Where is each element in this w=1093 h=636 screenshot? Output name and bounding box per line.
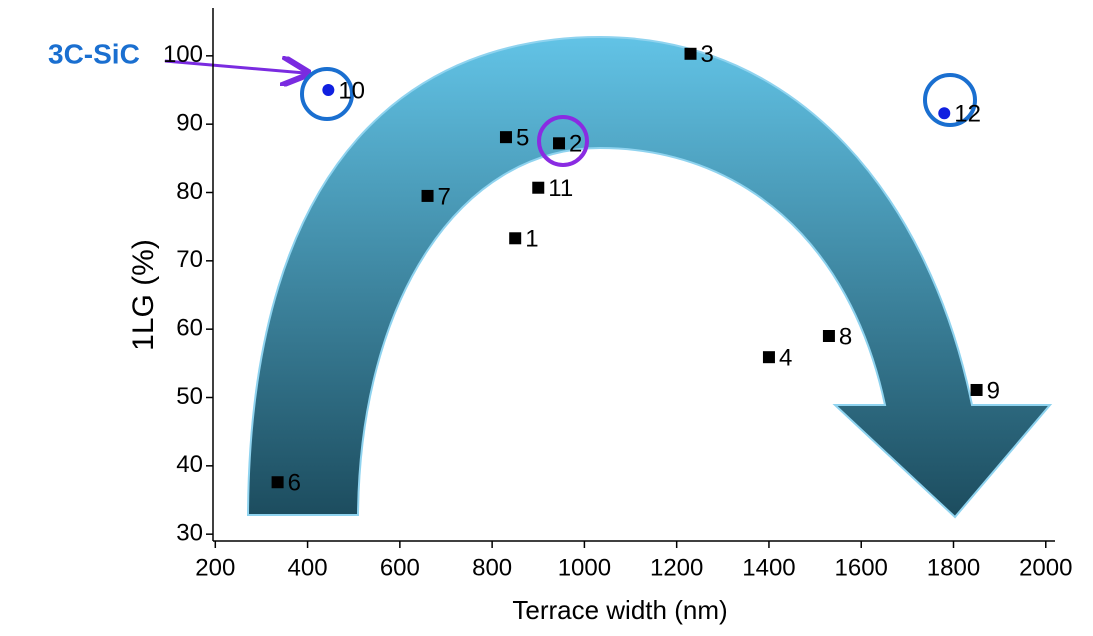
y-tick-label: 70 bbox=[176, 246, 203, 273]
y-tick-label: 90 bbox=[176, 110, 203, 137]
point-label: 4 bbox=[779, 345, 792, 372]
point bbox=[509, 232, 522, 245]
x-tick-label: 200 bbox=[195, 554, 235, 581]
x-tick-label: 1800 bbox=[927, 554, 980, 581]
point bbox=[684, 47, 697, 60]
point-label: 3 bbox=[701, 41, 714, 68]
highlight-circle bbox=[923, 73, 977, 127]
point bbox=[762, 351, 775, 364]
point-label: 12 bbox=[954, 101, 981, 128]
annotation-arrow bbox=[164, 61, 305, 73]
point bbox=[322, 84, 335, 96]
annotation: 3C-SiC bbox=[48, 38, 140, 69]
y-tick-label: 30 bbox=[176, 520, 203, 547]
x-tick-label: 400 bbox=[288, 554, 328, 581]
y-tick-label: 60 bbox=[176, 315, 203, 342]
point bbox=[553, 137, 566, 150]
point bbox=[499, 131, 512, 144]
x-tick-label: 1000 bbox=[558, 554, 611, 581]
point bbox=[532, 181, 545, 194]
y-tick-label: 80 bbox=[176, 178, 203, 205]
point-label: 2 bbox=[569, 131, 582, 158]
point-label: 11 bbox=[548, 175, 573, 202]
point-label: 8 bbox=[839, 323, 852, 350]
x-tick-label: 1600 bbox=[835, 554, 888, 581]
point bbox=[822, 330, 835, 342]
y-axis-title: 1LG (%) bbox=[127, 239, 160, 351]
point-label: 7 bbox=[438, 183, 451, 210]
point bbox=[938, 107, 951, 120]
x-tick-label: 800 bbox=[472, 554, 512, 581]
x-tick-label: 600 bbox=[380, 554, 420, 581]
point-label: 1 bbox=[525, 226, 538, 253]
point bbox=[271, 476, 284, 489]
highlight-circle bbox=[300, 67, 354, 121]
point-label: 5 bbox=[516, 124, 529, 151]
point bbox=[421, 189, 434, 202]
y-tick-label: 50 bbox=[176, 383, 203, 410]
point bbox=[970, 383, 983, 396]
y-tick-label: 40 bbox=[176, 451, 203, 478]
point-label: 9 bbox=[987, 377, 1000, 404]
x-tick-label: 2000 bbox=[1019, 554, 1072, 581]
y-tick-label: 100 bbox=[163, 41, 203, 68]
x-axis-title: Terrace width (nm) bbox=[512, 595, 727, 625]
x-tick-label: 1400 bbox=[742, 554, 795, 581]
point-label: 10 bbox=[338, 77, 365, 104]
trend-arrow bbox=[246, 35, 1053, 519]
highlight-circle bbox=[537, 115, 589, 167]
point-label: 6 bbox=[288, 470, 301, 497]
x-tick-label: 1200 bbox=[650, 554, 703, 581]
